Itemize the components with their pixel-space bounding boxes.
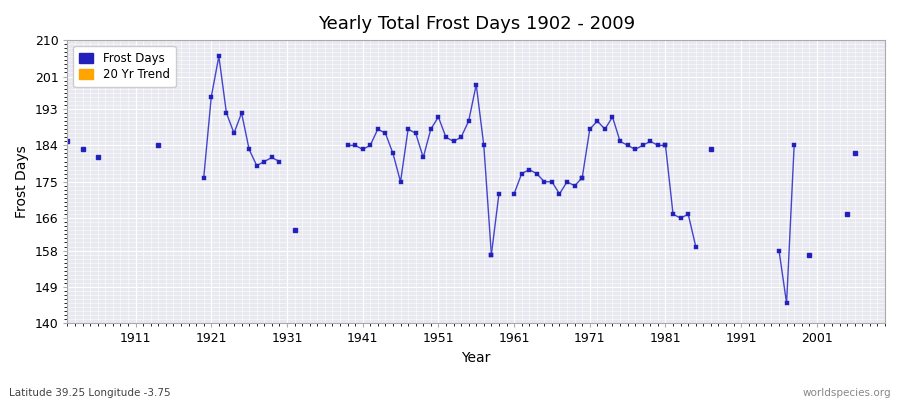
X-axis label: Year: Year	[462, 351, 490, 365]
Legend: Frost Days, 20 Yr Trend: Frost Days, 20 Yr Trend	[74, 46, 176, 87]
Y-axis label: Frost Days: Frost Days	[15, 145, 29, 218]
Title: Yearly Total Frost Days 1902 - 2009: Yearly Total Frost Days 1902 - 2009	[318, 15, 634, 33]
Text: Latitude 39.25 Longitude -3.75: Latitude 39.25 Longitude -3.75	[9, 388, 171, 398]
Text: worldspecies.org: worldspecies.org	[803, 388, 891, 398]
